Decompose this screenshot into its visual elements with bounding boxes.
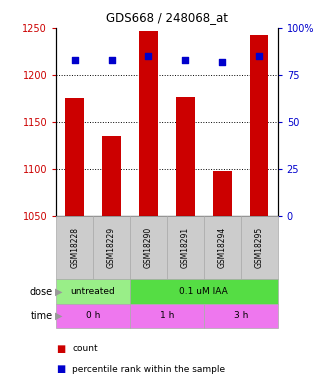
- Bar: [213, 171, 231, 216]
- Text: untreated: untreated: [71, 287, 116, 296]
- Text: ▶: ▶: [55, 286, 62, 297]
- Text: 3 h: 3 h: [234, 311, 248, 320]
- Point: [256, 53, 262, 59]
- Text: GDS668 / 248068_at: GDS668 / 248068_at: [106, 11, 228, 24]
- Point: [109, 57, 114, 63]
- Text: dose: dose: [30, 286, 53, 297]
- Text: GSM18228: GSM18228: [70, 227, 79, 268]
- Text: ■: ■: [56, 364, 65, 374]
- Point: [72, 57, 77, 63]
- Text: count: count: [72, 344, 98, 353]
- Point: [146, 53, 151, 59]
- Text: GSM18291: GSM18291: [181, 227, 190, 268]
- Text: GSM18295: GSM18295: [255, 227, 264, 268]
- Text: ■: ■: [56, 344, 65, 354]
- Bar: [250, 35, 268, 216]
- Text: time: time: [31, 311, 53, 321]
- FancyBboxPatch shape: [130, 279, 278, 304]
- FancyBboxPatch shape: [130, 304, 204, 328]
- FancyBboxPatch shape: [93, 216, 130, 279]
- Text: ▶: ▶: [55, 311, 62, 321]
- Bar: [102, 136, 121, 216]
- Bar: [176, 97, 195, 216]
- Text: 0.1 uM IAA: 0.1 uM IAA: [179, 287, 228, 296]
- Bar: [139, 31, 158, 216]
- Text: 0 h: 0 h: [86, 311, 100, 320]
- Text: GSM18229: GSM18229: [107, 227, 116, 268]
- Point: [220, 59, 225, 65]
- Text: 1 h: 1 h: [160, 311, 174, 320]
- FancyBboxPatch shape: [204, 304, 278, 328]
- FancyBboxPatch shape: [241, 216, 278, 279]
- Bar: [65, 99, 84, 216]
- FancyBboxPatch shape: [130, 216, 167, 279]
- FancyBboxPatch shape: [56, 279, 130, 304]
- Text: GSM18290: GSM18290: [144, 227, 153, 268]
- FancyBboxPatch shape: [56, 216, 93, 279]
- Text: percentile rank within the sample: percentile rank within the sample: [72, 365, 225, 374]
- Text: GSM18294: GSM18294: [218, 227, 227, 268]
- Point: [183, 57, 188, 63]
- FancyBboxPatch shape: [167, 216, 204, 279]
- FancyBboxPatch shape: [204, 216, 241, 279]
- FancyBboxPatch shape: [56, 304, 130, 328]
